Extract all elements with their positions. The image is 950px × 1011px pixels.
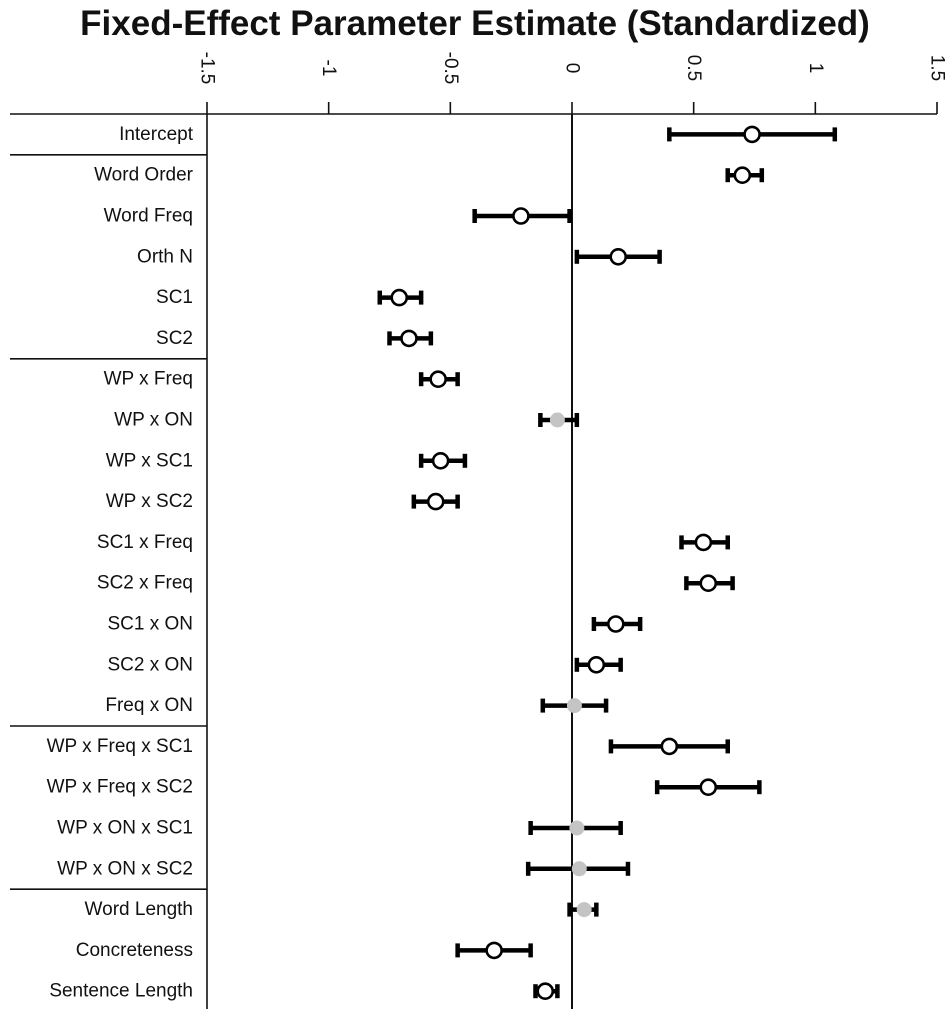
estimate-point-nonsignificant (569, 820, 585, 836)
estimate-point-significant (660, 737, 679, 756)
axis-layer: -1.5 -1 -0.5 0 0.5 1 1.5 (10, 52, 948, 1009)
row-label: WP x ON x SC2 (57, 858, 193, 879)
x-tick-label: -1.5 (197, 52, 218, 85)
row-label: SC2 (156, 328, 193, 349)
x-tick-label: 1.5 (927, 55, 948, 81)
row-label-layer: Intercept Word Order Word Freq Orth N SC1 SC2… (47, 124, 194, 1002)
estimate-point-significant (426, 492, 445, 511)
x-tick-label: 0.5 (683, 55, 704, 81)
estimate-point-significant (587, 655, 606, 674)
estimate-point-significant (743, 125, 761, 144)
x-tick-label: 1 (805, 63, 826, 74)
estimate-point-nonsignificant (571, 861, 587, 877)
row-label: WP x SC2 (106, 491, 193, 512)
estimate-point-significant (431, 451, 450, 470)
row-label: WP x Freq (104, 369, 193, 390)
estimate-point-significant (699, 778, 718, 797)
row-label: SC1 x Freq (97, 532, 193, 553)
mark-layer (377, 125, 838, 1001)
row-label: WP x Freq x SC2 (47, 777, 193, 798)
estimate-point-nonsignificant (566, 698, 582, 714)
row-label: WP x ON x SC1 (57, 818, 193, 839)
chart-title: Fixed-Effect Parameter Estimate (Standar… (80, 4, 870, 43)
estimate-point-significant (733, 166, 752, 184)
row-label: SC1 x ON (107, 614, 193, 635)
estimate-point-significant (512, 207, 530, 225)
estimate-point-significant (606, 615, 625, 633)
row-label: Sentence Length (49, 981, 193, 1002)
estimate-point-significant (400, 329, 418, 348)
row-label: Word Freq (104, 206, 193, 227)
row-label: Concreteness (76, 940, 193, 961)
row-label: Intercept (119, 124, 194, 145)
estimate-point-significant (429, 370, 447, 389)
estimate-point-significant (609, 247, 628, 266)
x-tick-label: -0.5 (440, 52, 461, 85)
row-label: SC2 x ON (107, 654, 193, 675)
estimate-point-significant (694, 533, 713, 552)
row-label: Word Order (94, 165, 194, 186)
row-label: WP x ON (114, 410, 193, 431)
row-label: WP x SC1 (106, 450, 193, 471)
estimate-point-significant (390, 288, 409, 307)
x-tick-label: 0 (562, 63, 583, 74)
estimate-point-significant (485, 941, 503, 960)
row-label: Word Length (85, 899, 193, 920)
row-label: Freq x ON (105, 695, 193, 716)
row-label: SC2 x Freq (97, 573, 193, 594)
estimate-point-nonsignificant (576, 902, 592, 918)
x-tick-label: -1 (318, 60, 339, 77)
row-label: Orth N (137, 246, 193, 267)
row-label: WP x Freq x SC1 (47, 736, 193, 757)
row-label: SC1 (156, 287, 193, 308)
estimate-point-significant (699, 574, 718, 593)
estimate-point-significant (536, 982, 555, 1001)
estimate-point-nonsignificant (549, 412, 565, 428)
